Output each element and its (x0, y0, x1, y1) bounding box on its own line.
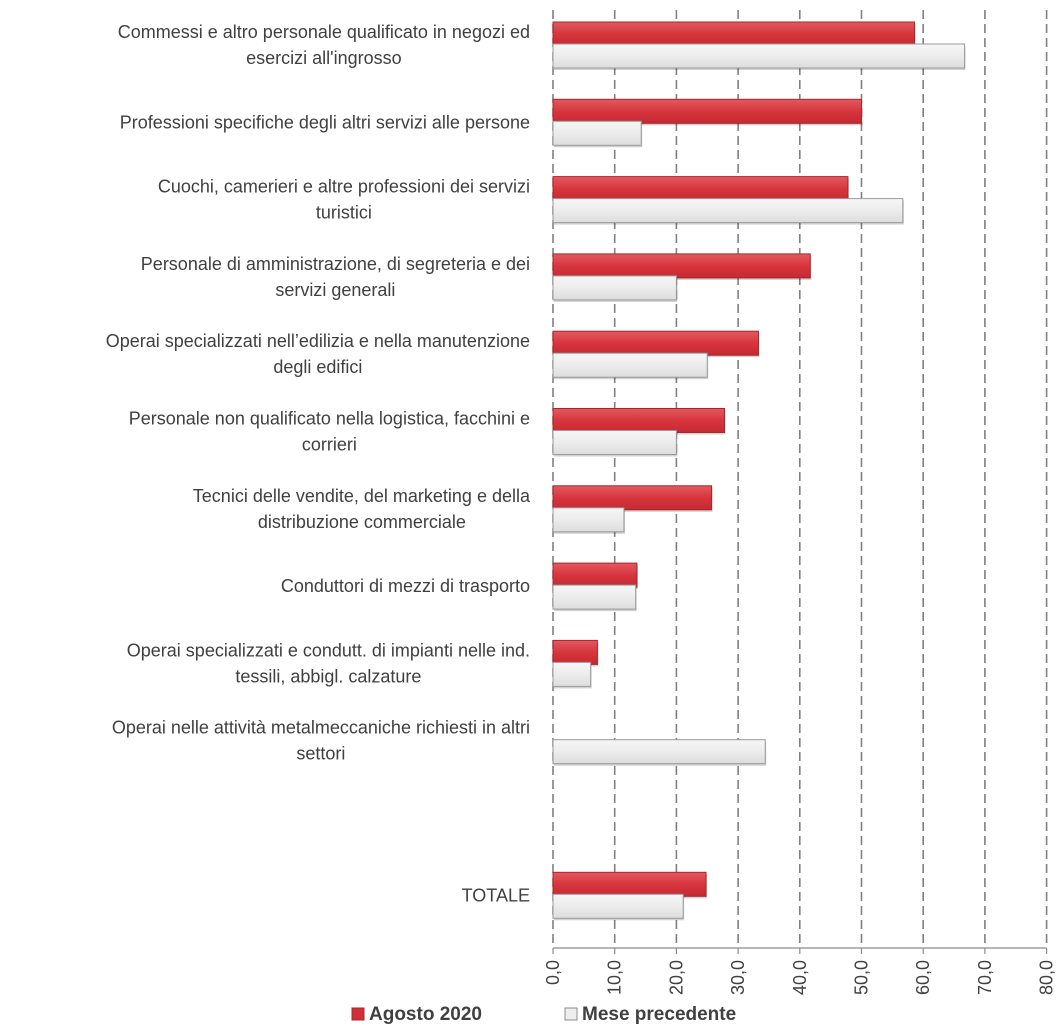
legend: Agosto 2020 Mese precedente (351, 1004, 736, 1025)
bar-agosto-2020 (552, 562, 638, 588)
bar-agosto-2020 (552, 408, 726, 433)
category-label: Operai nelle attività metalmeccaniche ri… (112, 718, 530, 738)
bar-agosto-2020 (552, 871, 707, 897)
category-label: degli edifici (273, 357, 362, 377)
bar-mese-precedente (552, 507, 625, 533)
bar-mese-precedente (552, 275, 677, 301)
category-label: corrieri (302, 435, 357, 455)
category-label: Personale di amministrazione, di segrete… (141, 254, 530, 274)
bar-mese-precedente (552, 352, 708, 378)
bar-mese-precedente (552, 661, 592, 687)
x-tick-label: 20,0 (666, 960, 686, 995)
bar-agosto-2020 (552, 485, 713, 511)
bar-mese-precedente (552, 43, 966, 69)
bar-mese-precedente (552, 120, 642, 146)
x-tick-label: 10,0 (605, 960, 625, 995)
bar-mese-precedente (552, 584, 637, 610)
bar-agosto-2020 (552, 330, 759, 356)
x-tick-label: 30,0 (728, 960, 748, 995)
category-label: Operai specializzati nell’edilizia e nel… (106, 331, 530, 351)
gridlines (552, 10, 1048, 949)
category-labels: Commessi e altro personale qualificato i… (106, 22, 531, 905)
bar-agosto-2020 (552, 253, 811, 279)
x-tick-label: 50,0 (852, 960, 872, 995)
category-label: turistici (316, 203, 372, 223)
x-tick-label: 40,0 (790, 960, 810, 995)
bar-mese-precedente (552, 430, 677, 455)
legend-swatch-agosto-2020 (351, 1007, 365, 1021)
legend-swatch-mese-precedente (564, 1007, 578, 1021)
category-label: TOTALE (462, 885, 530, 905)
category-label: Commessi e altro personale qualificato i… (118, 22, 530, 42)
category-label: Personale non qualificato nella logistic… (129, 409, 530, 429)
x-tick-label: 80,0 (1037, 960, 1057, 995)
category-label: Tecnici delle vendite, del marketing e d… (193, 486, 531, 506)
bar-agosto-2020 (552, 98, 862, 124)
x-tick-label: 0,0 (543, 960, 563, 985)
bars (552, 21, 966, 921)
category-label: Professioni specifiche degli altri servi… (120, 112, 530, 132)
category-label: Conduttori di mezzi di trasporto (281, 576, 530, 596)
legend-label: Agosto 2020 (369, 1004, 482, 1025)
bar-agosto-2020 (552, 176, 849, 202)
bar-agosto-2020 (552, 639, 598, 665)
category-label: esercizi all'ingrosso (246, 48, 402, 68)
bar-mese-precedente (552, 739, 766, 765)
bar-mese-precedente (552, 893, 684, 919)
x-tick-label: 60,0 (913, 960, 933, 995)
x-axis-ticks: 0,0 10,0 20,0 30,0 40,0 50,0 60,0 70,0 80,0 (543, 948, 1057, 995)
x-tick-label: 70,0 (975, 960, 995, 995)
category-label: settori (296, 744, 345, 764)
category-label: distribuzione commerciale (258, 512, 466, 532)
category-label: servizi generali (275, 280, 395, 300)
category-label: tessili, abbigl. calzature (235, 666, 421, 686)
legend-label: Mese precedente (582, 1004, 736, 1025)
category-label: Operai specializzati e condutt. di impia… (127, 640, 530, 660)
bar-agosto-2020 (552, 21, 916, 47)
bar-mese-precedente (552, 198, 904, 224)
category-label: Cuochi, camerieri e altre professioni de… (158, 177, 530, 197)
